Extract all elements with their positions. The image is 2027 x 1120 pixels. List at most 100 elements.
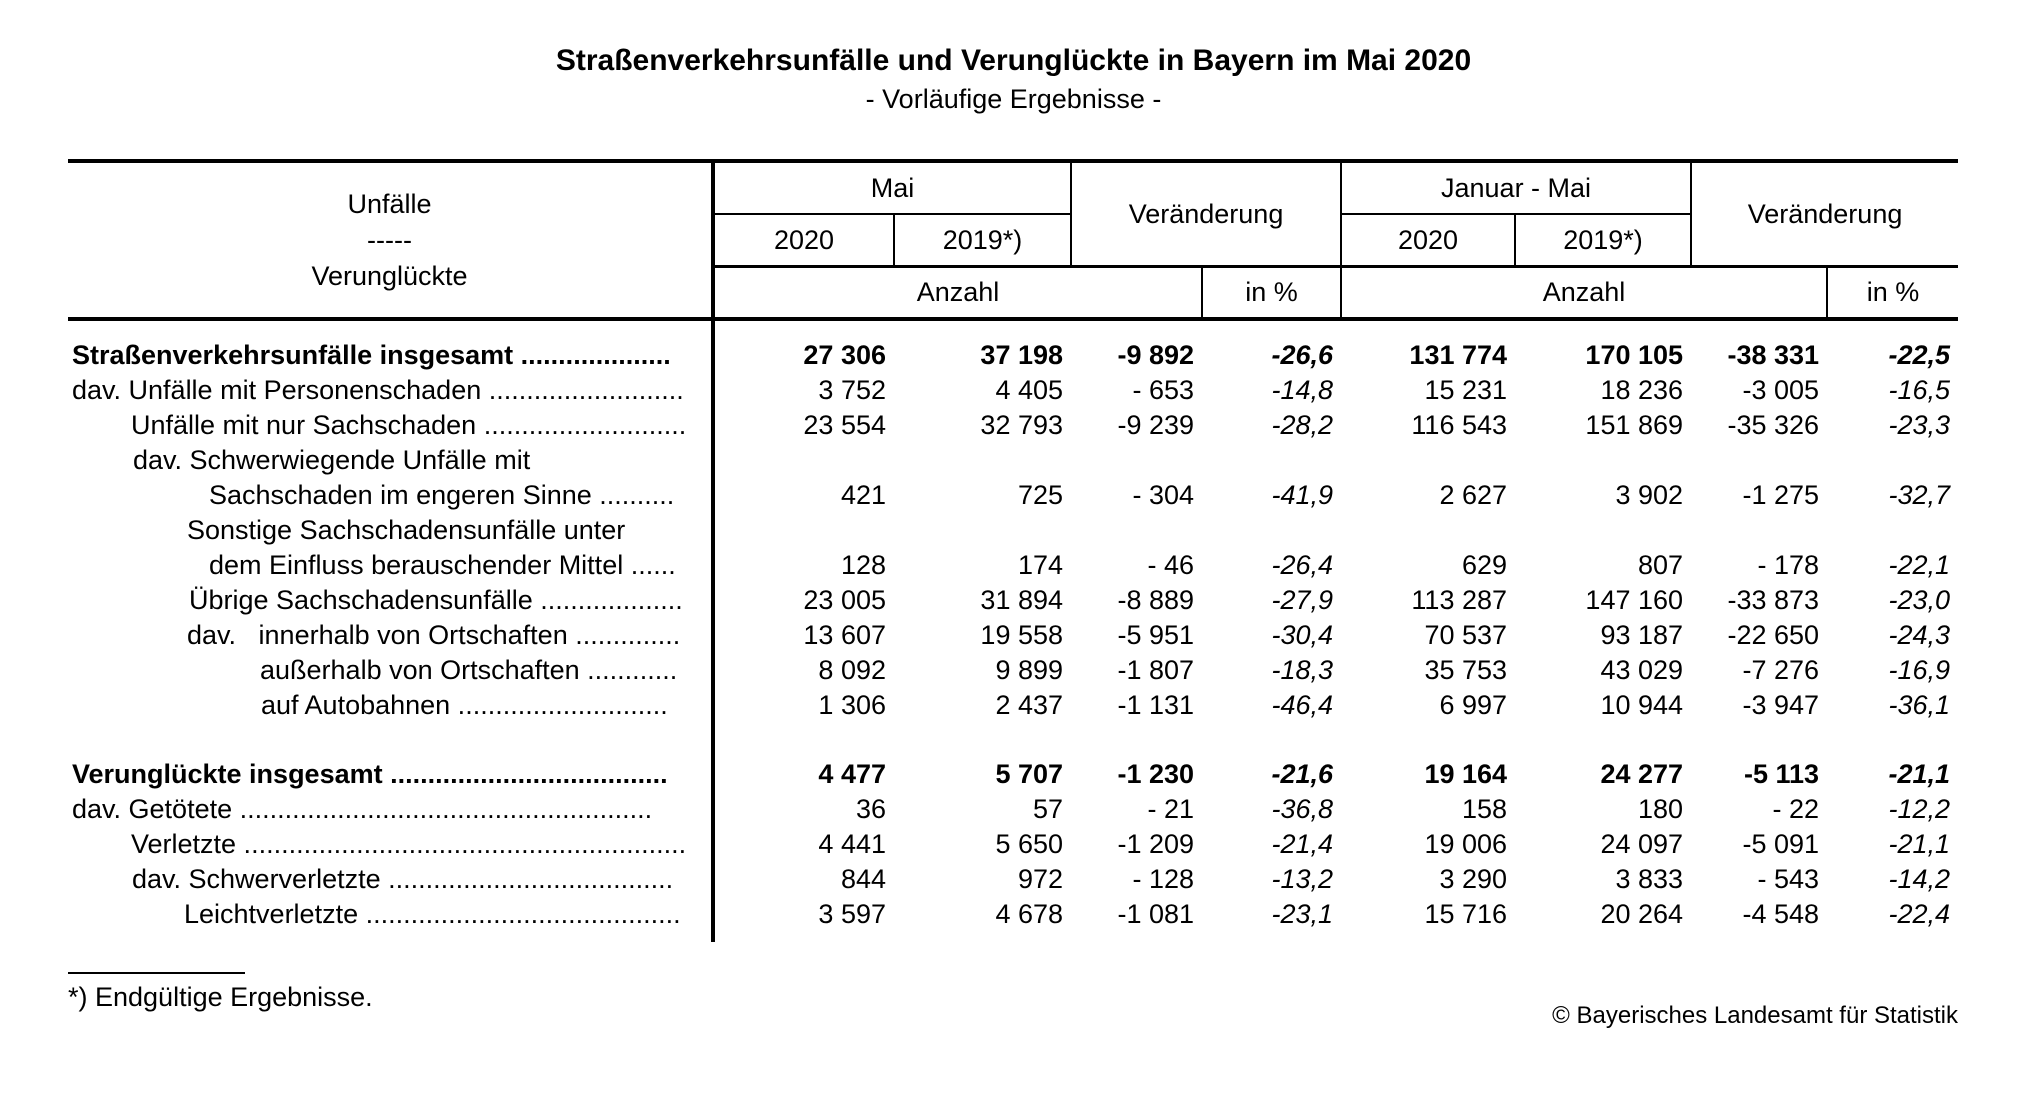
cell-value: -21,6 bbox=[1271, 759, 1334, 789]
cell-value bbox=[1691, 511, 1827, 546]
cell-value: -1 275 bbox=[1742, 480, 1820, 510]
cell-value: 3 752 bbox=[818, 375, 886, 405]
table-container: Unfälle ----- Verunglückte Mai Veränderu… bbox=[68, 159, 1959, 942]
table-row: Übrige Sachschadensunfälle .............… bbox=[68, 581, 1958, 616]
cell-value: 20 264 bbox=[1600, 899, 1684, 929]
table-row: dav. Schwerverletzte ...................… bbox=[68, 860, 1958, 895]
cell-value: -5 113 bbox=[1743, 759, 1820, 789]
cell-value: 4 477 bbox=[818, 759, 886, 789]
unit-header-anzahl-mai: Anzahl bbox=[713, 266, 1204, 321]
unit-header-anzahl-jm: Anzahl bbox=[1341, 266, 1829, 321]
cell-value: -21,1 bbox=[1888, 759, 1951, 789]
cell-value: - 22 bbox=[1772, 794, 1820, 824]
cell-value bbox=[1515, 511, 1691, 546]
cell-value: 4 405 bbox=[995, 375, 1064, 405]
row-label: auf Autobahnen .........................… bbox=[68, 686, 715, 721]
cell-value: 3 833 bbox=[1615, 864, 1684, 894]
cell-value: - 543 bbox=[1757, 864, 1820, 894]
table-row: Straßenverkehrsunfälle insgesamt .......… bbox=[68, 319, 1958, 371]
cell-value: -33 873 bbox=[1727, 585, 1820, 615]
cell-value: -14,8 bbox=[1271, 375, 1334, 405]
cell-value bbox=[1827, 721, 1958, 755]
cell-value: 972 bbox=[1017, 864, 1064, 894]
row-label: dav. Schwerwiegende Unfälle mit bbox=[68, 441, 715, 476]
cell-value: 128 bbox=[840, 550, 886, 580]
cell-value: - 128 bbox=[1132, 864, 1195, 894]
cell-value: - 653 bbox=[1132, 375, 1195, 405]
cell-value: -1 081 bbox=[1117, 899, 1195, 929]
cell-value: 180 bbox=[1637, 794, 1684, 824]
cell-value: 27 306 bbox=[803, 340, 886, 370]
cell-value bbox=[1515, 441, 1691, 476]
cell-value: -27,9 bbox=[1271, 585, 1334, 615]
cell-value: -24,3 bbox=[1888, 620, 1951, 650]
table-header: Unfälle ----- Verunglückte Mai Veränderu… bbox=[68, 161, 1959, 321]
cell-value: 10 944 bbox=[1600, 690, 1684, 720]
col-header-mai-2020: 2020 bbox=[713, 214, 895, 268]
cell-value: 725 bbox=[1017, 480, 1064, 510]
cell-value: -26,6 bbox=[1271, 340, 1334, 370]
cell-value: 19 164 bbox=[1424, 759, 1508, 789]
cell-value bbox=[894, 721, 1071, 755]
table-row: Sachschaden im engeren Sinne .......... 4… bbox=[68, 476, 1958, 511]
cell-value bbox=[1341, 441, 1515, 476]
cell-value bbox=[1827, 441, 1958, 476]
cell-value bbox=[1691, 441, 1827, 476]
cell-value: - 304 bbox=[1132, 480, 1195, 510]
row-label: Leichtverletzte ........................… bbox=[68, 895, 715, 942]
cell-value: -1 131 bbox=[1117, 690, 1195, 720]
cell-value: 35 753 bbox=[1424, 655, 1508, 685]
page-subtitle: - Vorläufige Ergebnisse - bbox=[865, 84, 1162, 114]
cell-value: -23,3 bbox=[1888, 410, 1951, 440]
row-label bbox=[68, 721, 715, 755]
cell-value: 36 bbox=[855, 794, 886, 824]
cell-value: -21,1 bbox=[1888, 829, 1951, 859]
cell-value: -1 807 bbox=[1117, 655, 1195, 685]
row-label: Verletzte ..............................… bbox=[68, 825, 715, 860]
cell-value bbox=[1071, 441, 1202, 476]
cell-value: -22,4 bbox=[1888, 899, 1951, 929]
row-label: dav. Schwerverletzte ...................… bbox=[68, 860, 715, 895]
footnote: *) Endgültige Ergebnisse. bbox=[68, 972, 2027, 1013]
table-row: Verunglückte insgesamt .................… bbox=[68, 755, 1958, 790]
row-label: Verunglückte insgesamt .................… bbox=[68, 755, 715, 790]
cell-value: 24 097 bbox=[1600, 829, 1684, 859]
row-label: dav. Unfälle mit Personenschaden .......… bbox=[68, 371, 715, 406]
col-header-jm-2019: 2019*) bbox=[1515, 214, 1693, 268]
row-label: Übrige Sachschadensunfälle .............… bbox=[68, 581, 715, 616]
cell-value: 844 bbox=[840, 864, 886, 894]
cell-value: -30,4 bbox=[1271, 620, 1334, 650]
cell-value: -23,1 bbox=[1271, 899, 1334, 929]
cell-value: 8 092 bbox=[818, 655, 886, 685]
cell-value bbox=[1202, 441, 1341, 476]
table-row: dem Einfluss berauschender Mittel ......… bbox=[68, 546, 1958, 581]
cell-value: 158 bbox=[1461, 794, 1508, 824]
cell-value: -16,9 bbox=[1888, 655, 1951, 685]
cell-value: 19 558 bbox=[980, 620, 1064, 650]
cell-value: -41,9 bbox=[1271, 480, 1334, 510]
cell-value: -5 091 bbox=[1742, 829, 1820, 859]
table-row: dav. innerhalb von Ortschaften .........… bbox=[68, 616, 1958, 651]
cell-value: 13 607 bbox=[803, 620, 886, 650]
row-label: Sonstige Sachschadensunfälle unter bbox=[68, 511, 715, 546]
cell-value: -28,2 bbox=[1271, 410, 1334, 440]
cell-value: -9 239 bbox=[1117, 410, 1195, 440]
table-row: auf Autobahnen .........................… bbox=[68, 686, 1958, 721]
cell-value: -23,0 bbox=[1888, 585, 1951, 615]
spacer-row bbox=[68, 721, 1958, 755]
cell-value: -1 230 bbox=[1117, 759, 1195, 789]
cell-value: - 21 bbox=[1147, 794, 1195, 824]
cell-value: 629 bbox=[1461, 550, 1508, 580]
cell-value: 57 bbox=[1032, 794, 1064, 824]
table-body: Straßenverkehrsunfälle insgesamt .......… bbox=[68, 319, 1958, 942]
cell-value: 147 160 bbox=[1585, 585, 1684, 615]
cell-value: 18 236 bbox=[1600, 375, 1684, 405]
cell-value: -26,4 bbox=[1271, 550, 1334, 580]
cell-value: -13,2 bbox=[1271, 864, 1334, 894]
cell-value: -14,2 bbox=[1888, 864, 1951, 894]
cell-value: 116 543 bbox=[1411, 410, 1508, 440]
row-label: dem Einfluss berauschender Mittel ...... bbox=[68, 546, 715, 581]
cell-value: -12,2 bbox=[1888, 794, 1951, 824]
table-row: Unfälle mit nur Sachschaden ............… bbox=[68, 406, 1958, 441]
row-label: Straßenverkehrsunfälle insgesamt .......… bbox=[68, 319, 715, 371]
